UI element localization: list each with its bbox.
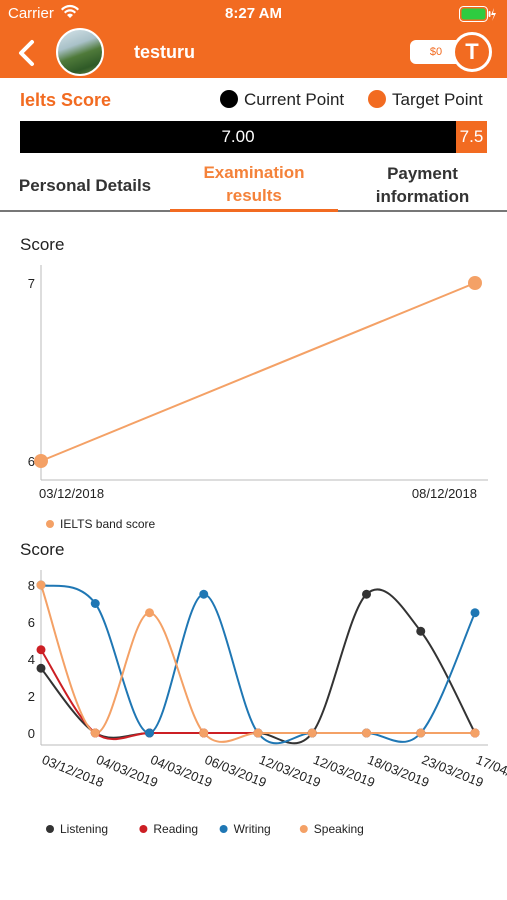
data-point-listening bbox=[362, 589, 371, 599]
data-point-speaking bbox=[362, 728, 371, 738]
clock: 8:27 AM bbox=[225, 5, 282, 22]
data-point-writing bbox=[470, 608, 480, 618]
data-point-speaking bbox=[199, 728, 209, 738]
back-arrow-icon[interactable] bbox=[12, 36, 42, 70]
tab-personal-details[interactable]: Personal Details bbox=[18, 175, 152, 195]
x-tick-label: 06/03/2019 bbox=[203, 752, 269, 790]
skill-scores-chart: 0246803/12/201804/03/201904/03/201906/03… bbox=[28, 570, 507, 836]
current-point-dot bbox=[220, 90, 238, 108]
legend-swatch bbox=[299, 825, 308, 833]
y-tick-label: 4 bbox=[28, 652, 35, 667]
y-tick-label: 6 bbox=[28, 454, 35, 469]
data-point-speaking bbox=[90, 728, 100, 738]
data-point-listening bbox=[416, 626, 426, 636]
data-point-writing bbox=[90, 599, 100, 608]
current-score-value: 7.00 bbox=[221, 127, 255, 146]
battery-icon bbox=[459, 6, 496, 22]
tab-examination-results[interactable]: Examination results bbox=[170, 158, 338, 212]
current-point-label: Current Point bbox=[244, 90, 345, 109]
data-point-writing bbox=[199, 589, 209, 599]
wifi-icon bbox=[61, 4, 79, 18]
y-tick-label: 6 bbox=[28, 615, 35, 630]
target-point-dot bbox=[368, 90, 386, 108]
data-point-speaking bbox=[145, 608, 154, 618]
data-point-ielts-band-score bbox=[34, 454, 48, 468]
chart2-title: Score bbox=[20, 540, 65, 559]
legend-swatch bbox=[139, 825, 148, 833]
x-tick-label: 08/12/2018 bbox=[412, 486, 477, 501]
tab-examination-results-label: Examination results bbox=[203, 162, 305, 205]
current-point-legend: Current Point bbox=[220, 90, 344, 110]
data-point-speaking bbox=[253, 728, 263, 738]
x-tick-label: 04/03/2019 bbox=[94, 752, 160, 790]
data-point-speaking bbox=[470, 728, 480, 738]
series-line-writing bbox=[40, 584, 476, 745]
data-point-speaking bbox=[36, 580, 46, 590]
series-line-ielts-band-score bbox=[40, 282, 476, 462]
avatar[interactable] bbox=[56, 28, 104, 76]
tab-bar: Personal Details Examination results Pay… bbox=[0, 158, 507, 212]
carrier-label: Carrier bbox=[8, 5, 54, 22]
x-tick-label: 23/03/2019 bbox=[420, 752, 486, 790]
target-point-label: Target Point bbox=[392, 90, 483, 109]
legend-label: Writing bbox=[234, 822, 271, 836]
x-tick-label: 18/03/2019 bbox=[365, 752, 431, 790]
y-tick-label: 8 bbox=[28, 578, 35, 593]
y-tick-label: 0 bbox=[28, 726, 35, 741]
status-bar: Carrier 8:27 AM bbox=[0, 0, 507, 28]
data-point-speaking bbox=[307, 728, 317, 738]
tab-payment-information[interactable]: Payment information bbox=[338, 158, 507, 212]
data-point-reading bbox=[36, 645, 46, 655]
tab-payment-information-label: Payment information bbox=[375, 164, 470, 206]
x-tick-label: 12/03/2019 bbox=[311, 752, 377, 790]
data-point-listening bbox=[36, 663, 46, 673]
x-tick-label: 03/12/2018 bbox=[39, 486, 104, 501]
legend-label: Speaking bbox=[314, 822, 364, 836]
nav-bar: testuru $0 T bbox=[0, 28, 507, 78]
data-point-writing bbox=[145, 728, 154, 738]
y-tick-label: 7 bbox=[28, 276, 35, 291]
chart1-title: Score bbox=[20, 235, 65, 254]
y-tick-label: 2 bbox=[28, 689, 35, 704]
legend-label: Reading bbox=[153, 822, 198, 836]
target-point-legend: Target Point bbox=[368, 90, 483, 110]
series-line-speaking bbox=[40, 584, 475, 743]
target-score-value: 7.5 bbox=[456, 121, 487, 153]
series-line-reading bbox=[40, 649, 475, 741]
ielts-band-score-chart: 6 7 03/12/2018 08/12/2018 IELTS band score bbox=[28, 265, 488, 531]
data-point-ielts-band-score bbox=[468, 276, 482, 290]
data-point-speaking bbox=[416, 728, 426, 738]
ielts-score-title: Ielts Score bbox=[20, 90, 112, 110]
legend-swatch bbox=[46, 825, 54, 833]
score-progress-bar: 7.00 7.5 bbox=[20, 121, 487, 153]
legend-label: Listening bbox=[60, 822, 108, 836]
legend-swatch bbox=[219, 825, 228, 833]
x-tick-label: 03/12/2018 bbox=[40, 752, 106, 790]
profile-button[interactable]: T bbox=[452, 32, 492, 72]
x-tick-label: 04/03/2019 bbox=[148, 752, 214, 790]
x-tick-label: 12/03/2019 bbox=[257, 752, 323, 790]
series-line-listening bbox=[40, 588, 476, 745]
username: testuru bbox=[134, 42, 196, 62]
legend-swatch bbox=[46, 520, 54, 528]
legend-label: IELTS band score bbox=[60, 517, 155, 531]
